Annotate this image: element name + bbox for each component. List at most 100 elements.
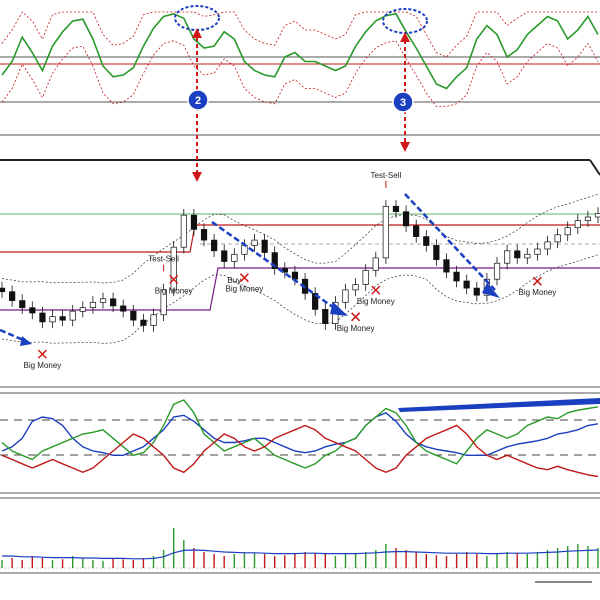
link-arrow-1-head-down: [192, 172, 202, 182]
price-bollinger-bands: [1, 193, 599, 344]
annotations: 2 3: [0, 5, 600, 412]
candle-body: [504, 250, 511, 264]
candle-body: [584, 216, 592, 221]
osc-line-2: [1, 424, 599, 478]
big-money-cross: [239, 273, 249, 283]
candle-body: [271, 252, 278, 269]
trend-arrow-2-head: [330, 302, 348, 316]
candle-body: [29, 307, 36, 314]
big-money-label: Big Money: [155, 286, 193, 295]
price-lower-band: [1, 254, 599, 344]
candle-body: [211, 239, 218, 252]
top-osc-band: [1, 11, 599, 107]
candle-body: [200, 229, 208, 241]
test-sell-label: Test-Sell: [371, 171, 402, 180]
candle-body: [160, 289, 167, 316]
osc-line-1: [1, 399, 599, 469]
candle-body: [413, 225, 420, 237]
volume-average-line: [2, 549, 599, 560]
marker-badge-2-label: 2: [195, 95, 201, 107]
volume-bars: [1, 528, 599, 568]
candle-body: [180, 214, 187, 248]
top-osc-line: [1, 12, 599, 90]
trend-arrow-2: [211, 220, 341, 314]
candle-body: [524, 253, 531, 259]
candle-body: [19, 300, 26, 309]
candle-body: [433, 245, 440, 260]
candle-body: [594, 213, 600, 218]
candle-body: [89, 301, 97, 308]
price-support-line: [0, 267, 600, 311]
candle-body: [9, 291, 16, 301]
price-panel-top-border-step: [589, 159, 600, 176]
marker-badge-2-circle: [187, 89, 209, 111]
candle-body: [59, 316, 66, 321]
candle-body: [312, 293, 319, 310]
top-osc-upper-band: [1, 11, 598, 58]
test-sell-label: Test-Sell: [148, 254, 179, 263]
price-candles: [0, 200, 600, 332]
trend-arrow-3-head: [482, 283, 500, 298]
trend-arrow-1-head: [20, 336, 32, 346]
big-money-cross: [532, 276, 542, 286]
candle-body: [554, 234, 561, 243]
candle-body: [453, 271, 460, 282]
candle-body: [110, 298, 117, 307]
candle-body: [574, 220, 581, 229]
marker-badge-3-circle: [392, 91, 414, 113]
candle-body: [342, 289, 349, 303]
marker-badge-2: 2: [187, 89, 209, 111]
link-arrow-1-head-up: [192, 28, 202, 38]
candle-body: [362, 269, 369, 285]
big-money-label: Big Money: [24, 361, 62, 370]
big-money-label: Big Money: [337, 324, 375, 333]
big-money-cross: [351, 312, 361, 322]
osc-levels: [0, 419, 600, 456]
candle-body: [231, 253, 238, 262]
big-money-label: Big Money: [357, 297, 395, 306]
big-money-cross: [169, 274, 179, 284]
candle-body: [443, 259, 450, 273]
candle-body: [473, 287, 480, 296]
candle-body: [79, 307, 86, 312]
big-money-cross: [371, 285, 381, 295]
candle-body: [241, 245, 248, 255]
candle-body: [291, 271, 299, 280]
trend-arrow-3: [404, 193, 496, 291]
candle-body: [221, 250, 228, 262]
candle-body: [423, 236, 430, 246]
volume-average-series: [2, 549, 599, 560]
link-arrow-2-head-up: [400, 32, 410, 42]
top-osc-series: [1, 12, 599, 90]
top-osc-lower-band: [1, 40, 599, 107]
candle-body: [251, 239, 258, 246]
candle-body: [190, 214, 198, 230]
candle-body: [49, 316, 56, 323]
candle-body: [150, 314, 157, 326]
candle-body: [39, 312, 46, 323]
big-money-label: Big Money: [519, 288, 557, 297]
candle-body: [493, 262, 501, 280]
candle-body: [0, 287, 6, 293]
candle-body: [372, 257, 379, 271]
candle-body: [69, 310, 76, 321]
marker-badge-3: 3: [392, 91, 414, 113]
candle-body: [402, 211, 410, 227]
candle-body: [140, 319, 147, 326]
candle-body: [544, 241, 551, 250]
candle-body: [120, 305, 127, 312]
price-resistance-line: [0, 224, 600, 253]
candle-body: [463, 280, 470, 289]
big-money-cross: [37, 349, 47, 359]
buy-label: Buy: [227, 276, 241, 285]
candle-body: [534, 248, 541, 255]
candle-body: [130, 310, 137, 321]
trend-arrow-1: [0, 328, 29, 344]
trend-arrow-osc: [398, 398, 600, 412]
candle-body: [261, 239, 268, 253]
top-osc-levels: [0, 56, 600, 103]
big-money-label: Big Money: [226, 285, 264, 294]
candle-body: [352, 284, 359, 291]
candle-body: [564, 227, 571, 236]
